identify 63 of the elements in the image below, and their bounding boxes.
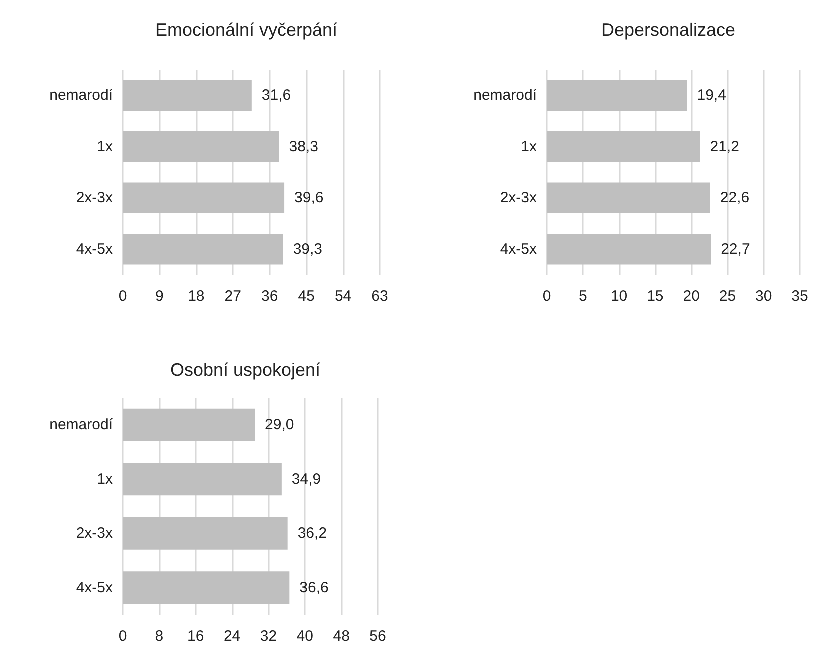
y-tick-label: 4x-5x xyxy=(500,240,538,258)
x-tick-label: 25 xyxy=(719,288,736,305)
x-tick-label: 48 xyxy=(333,628,350,645)
x-tick-label: 54 xyxy=(334,288,352,305)
bar xyxy=(123,572,290,604)
x-tick-label: 45 xyxy=(298,288,315,305)
y-tick-label: 1x xyxy=(521,138,538,156)
x-tick-label: 56 xyxy=(370,628,386,645)
bar xyxy=(547,132,700,162)
data-label: 39,3 xyxy=(293,240,323,258)
y-tick-label: 4x-5x xyxy=(76,240,114,258)
data-label: 31,6 xyxy=(262,87,292,104)
bar xyxy=(123,80,252,111)
x-tick-label: 5 xyxy=(578,288,588,305)
y-tick-label: nemarodí xyxy=(50,87,114,104)
bar xyxy=(123,408,256,442)
x-tick-label: 8 xyxy=(155,628,164,645)
data-label: 22,7 xyxy=(721,240,750,258)
bar xyxy=(123,132,280,162)
y-tick-label: nemarodí xyxy=(50,416,114,434)
chart-title: Depersonalizace xyxy=(601,20,736,40)
y-tick-label: 4x-5x xyxy=(76,579,114,596)
data-label: 34,9 xyxy=(292,470,322,488)
x-tick-label: 24 xyxy=(224,628,241,645)
x-tick-label: 27 xyxy=(224,288,242,305)
y-tick-label: 2x-3x xyxy=(76,525,114,542)
x-tick-label: 30 xyxy=(756,288,772,305)
chart-title: Osobní uspokojení xyxy=(170,360,321,380)
data-label: 39,6 xyxy=(294,190,324,207)
data-label: 21,2 xyxy=(710,138,740,156)
x-tick-label: 40 xyxy=(296,628,314,645)
x-tick-label: 16 xyxy=(188,628,204,645)
x-tick-label: 63 xyxy=(372,288,388,305)
y-tick-label: 1x xyxy=(97,138,114,156)
x-tick-label: 9 xyxy=(156,288,164,305)
y-tick-label: 2x-3x xyxy=(500,190,538,207)
x-tick-label: 35 xyxy=(792,288,808,305)
x-tick-label: 0 xyxy=(118,628,128,645)
bar xyxy=(123,182,285,214)
x-tick-label: 0 xyxy=(542,288,552,305)
x-tick-label: 32 xyxy=(260,628,278,645)
y-tick-label: nemarodí xyxy=(474,87,538,104)
bar xyxy=(123,463,282,496)
bar xyxy=(547,182,710,214)
bar xyxy=(123,234,284,265)
data-label: 36,6 xyxy=(300,579,329,596)
bar xyxy=(123,517,288,550)
x-tick-label: 0 xyxy=(118,288,128,305)
x-tick-label: 18 xyxy=(188,288,205,305)
data-label: 29,0 xyxy=(265,416,294,434)
x-tick-label: 20 xyxy=(683,288,700,305)
x-tick-label: 10 xyxy=(610,288,628,305)
data-label: 38,3 xyxy=(289,138,318,156)
y-tick-label: 1x xyxy=(97,470,114,488)
y-tick-label: 2x-3x xyxy=(76,190,114,207)
data-label: 36,2 xyxy=(298,525,328,542)
x-tick-label: 15 xyxy=(647,288,664,305)
data-label: 22,6 xyxy=(720,190,750,207)
data-label: 19,4 xyxy=(697,87,726,104)
bar xyxy=(547,80,688,111)
x-tick-label: 36 xyxy=(262,288,278,305)
chart-title: Emocionální vyčerpání xyxy=(155,20,338,40)
bar xyxy=(547,234,712,265)
